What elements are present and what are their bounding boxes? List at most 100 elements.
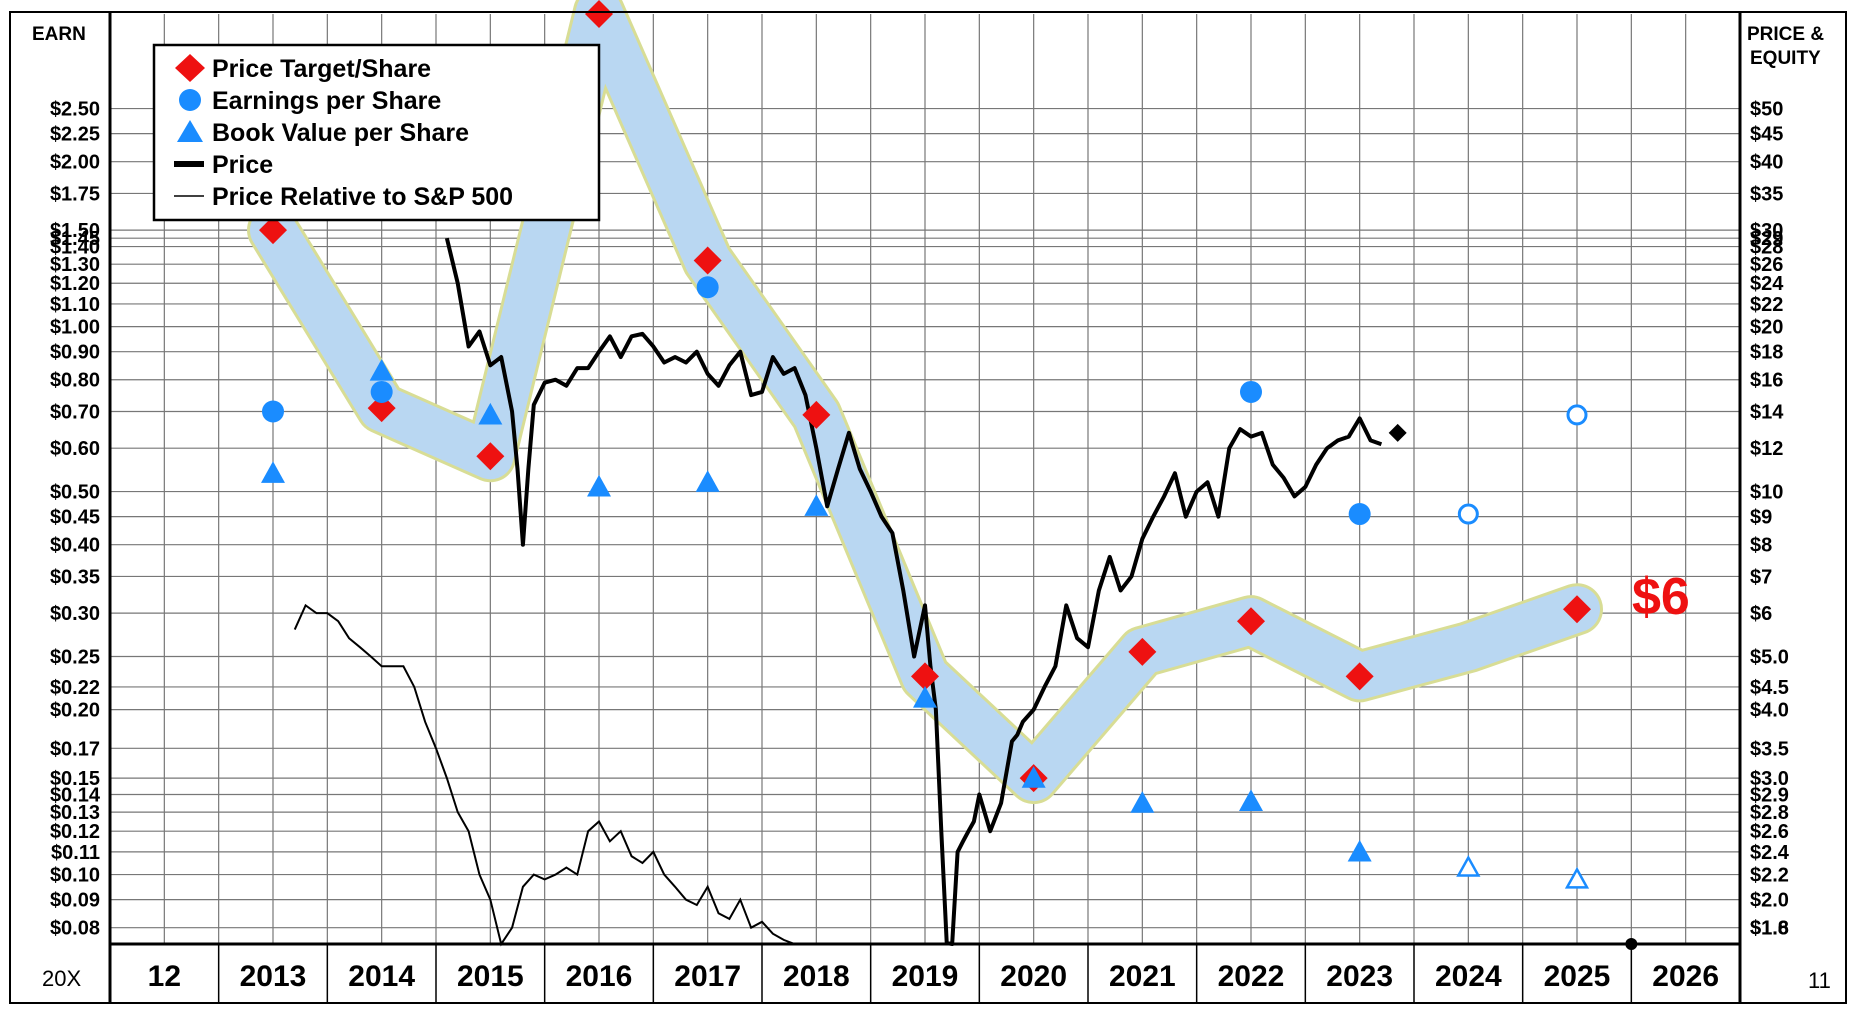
earnings-point bbox=[1348, 503, 1371, 526]
legend-label: Price Relative to S&P 500 bbox=[212, 183, 513, 211]
book-value-estimate-point bbox=[1456, 854, 1481, 877]
book-value-point bbox=[804, 494, 829, 516]
left-corner-label: 20X bbox=[42, 966, 81, 991]
right-tick-label: $16 bbox=[1750, 370, 1783, 392]
left-tick-label: $0.09 bbox=[50, 890, 100, 912]
book-value-point bbox=[587, 474, 611, 497]
earnings-point bbox=[370, 380, 393, 403]
right-tick-label: $50 bbox=[1750, 99, 1783, 121]
book-value-point bbox=[1239, 789, 1263, 812]
right-tick-label: $2.2 bbox=[1750, 865, 1789, 887]
left-tick-label: $1.50 bbox=[50, 220, 100, 242]
year-label: 2026 bbox=[1652, 960, 1719, 993]
year-label: 2025 bbox=[1544, 960, 1611, 993]
right-tick-label: $10 bbox=[1750, 482, 1783, 504]
relative-price-line bbox=[293, 603, 806, 947]
left-tick-label: $1.10 bbox=[50, 294, 100, 316]
left-tick-label: $0.25 bbox=[50, 647, 100, 669]
right-tick-label: $8 bbox=[1750, 535, 1772, 557]
left-tick-label: $0.35 bbox=[50, 566, 100, 588]
earnings-estimate-point bbox=[1457, 503, 1479, 525]
year-label: 2018 bbox=[783, 960, 850, 993]
year-label: 2014 bbox=[348, 960, 415, 993]
right-tick-label: $24 bbox=[1750, 273, 1784, 295]
right-tick-label: $18 bbox=[1750, 342, 1783, 364]
left-tick-label: $2.25 bbox=[50, 124, 100, 146]
book-value-point bbox=[369, 358, 394, 381]
left-tick-label: $0.13 bbox=[50, 802, 100, 824]
left-tick-label: $2.50 bbox=[50, 99, 100, 121]
left-tick-label: $0.80 bbox=[50, 370, 100, 392]
book-value-point bbox=[1130, 791, 1155, 813]
right-tick-label: $30 bbox=[1750, 220, 1783, 242]
data-markers bbox=[259, 0, 1591, 889]
right-axis-title-line2: EQUITY bbox=[1750, 48, 1821, 69]
right-tick-label: $2.6 bbox=[1750, 821, 1789, 843]
right-tick-label: $14 bbox=[1750, 402, 1784, 424]
target-annotation: $6 bbox=[1632, 568, 1690, 626]
right-axis-title-line1: PRICE & bbox=[1747, 24, 1824, 45]
right-tick-label: $20 bbox=[1750, 317, 1783, 339]
legend-item-book-value: Book Value per Share bbox=[177, 119, 469, 147]
book-value-point bbox=[261, 461, 285, 483]
left-tick-label: $0.17 bbox=[50, 738, 100, 760]
left-tick-label: $0.14 bbox=[50, 785, 101, 807]
right-tick-label: $4.5 bbox=[1750, 677, 1789, 699]
price-target-point bbox=[911, 662, 939, 691]
legend: Price Target/Share Earnings per Share Bo… bbox=[152, 43, 601, 222]
right-tick-label: $7 bbox=[1750, 566, 1772, 588]
legend-item-earnings: Earnings per Share bbox=[179, 87, 441, 115]
left-tick-label: $0.22 bbox=[50, 677, 100, 699]
earnings-point bbox=[696, 276, 719, 299]
left-tick-label: $2.00 bbox=[50, 152, 100, 174]
legend-item-relative: Price Relative to S&P 500 bbox=[174, 183, 513, 211]
book-value-point bbox=[695, 470, 720, 492]
right-tick-label: $3.0 bbox=[1750, 768, 1789, 790]
year-label: 2021 bbox=[1109, 960, 1176, 993]
price-target-point bbox=[476, 442, 505, 471]
right-tick-label: $4.0 bbox=[1750, 700, 1789, 722]
price-lines bbox=[293, 237, 1407, 947]
price-target-point bbox=[259, 216, 287, 245]
left-tick-label: $0.70 bbox=[50, 402, 100, 424]
price-target-point bbox=[585, 0, 613, 28]
year-label: 2022 bbox=[1218, 960, 1285, 993]
right-tick-label: $3.5 bbox=[1750, 738, 1789, 760]
right-tick-label: $35 bbox=[1750, 183, 1783, 205]
year-label: 2017 bbox=[674, 960, 741, 993]
left-tick-label: $0.08 bbox=[50, 918, 100, 940]
right-tick-label: $2.4 bbox=[1750, 842, 1790, 864]
price-target-point bbox=[1128, 637, 1157, 666]
legend-diamond-icon bbox=[175, 54, 205, 82]
price-target-point bbox=[693, 246, 722, 275]
right-tick-label: $1.8 bbox=[1750, 918, 1789, 940]
earnings-point bbox=[1240, 380, 1262, 403]
price-target-point bbox=[367, 394, 396, 423]
book-value-estimate-point bbox=[1564, 866, 1590, 889]
chart-frame bbox=[9, 11, 1847, 1004]
left-axis-title: EARN bbox=[32, 24, 86, 45]
left-tick-label: $0.40 bbox=[50, 535, 100, 557]
left-tick-label: $0.90 bbox=[50, 342, 100, 364]
right-tick-label: $6 bbox=[1750, 603, 1772, 625]
right-tick-label: $22 bbox=[1750, 294, 1783, 316]
legend-label: Price Target/Share bbox=[212, 55, 431, 83]
year-label: 2020 bbox=[1000, 960, 1067, 993]
right-tick-label: $2.9 bbox=[1750, 785, 1789, 807]
year-label: 12 bbox=[148, 960, 181, 993]
left-tick-label: $0.11 bbox=[51, 842, 100, 864]
left-tick-label: $0.20 bbox=[50, 700, 100, 722]
left-tick-label: $0.30 bbox=[50, 603, 100, 625]
year-label: 2016 bbox=[566, 960, 633, 993]
price-line bbox=[444, 237, 1383, 946]
right-tick-label: $26 bbox=[1750, 254, 1783, 276]
book-value-point bbox=[478, 402, 503, 425]
year-label: 2024 bbox=[1435, 960, 1502, 993]
price-target-point bbox=[802, 400, 831, 429]
outer-border bbox=[9, 11, 1847, 1004]
right-tick-label: $45 bbox=[1750, 124, 1783, 146]
legend-box bbox=[152, 43, 601, 222]
book-value-point bbox=[1347, 839, 1372, 862]
axes: $2.50 $2.25 $2.00 $1.75 $1.50$1.45$1.40$1.30… bbox=[50, 99, 1790, 1003]
